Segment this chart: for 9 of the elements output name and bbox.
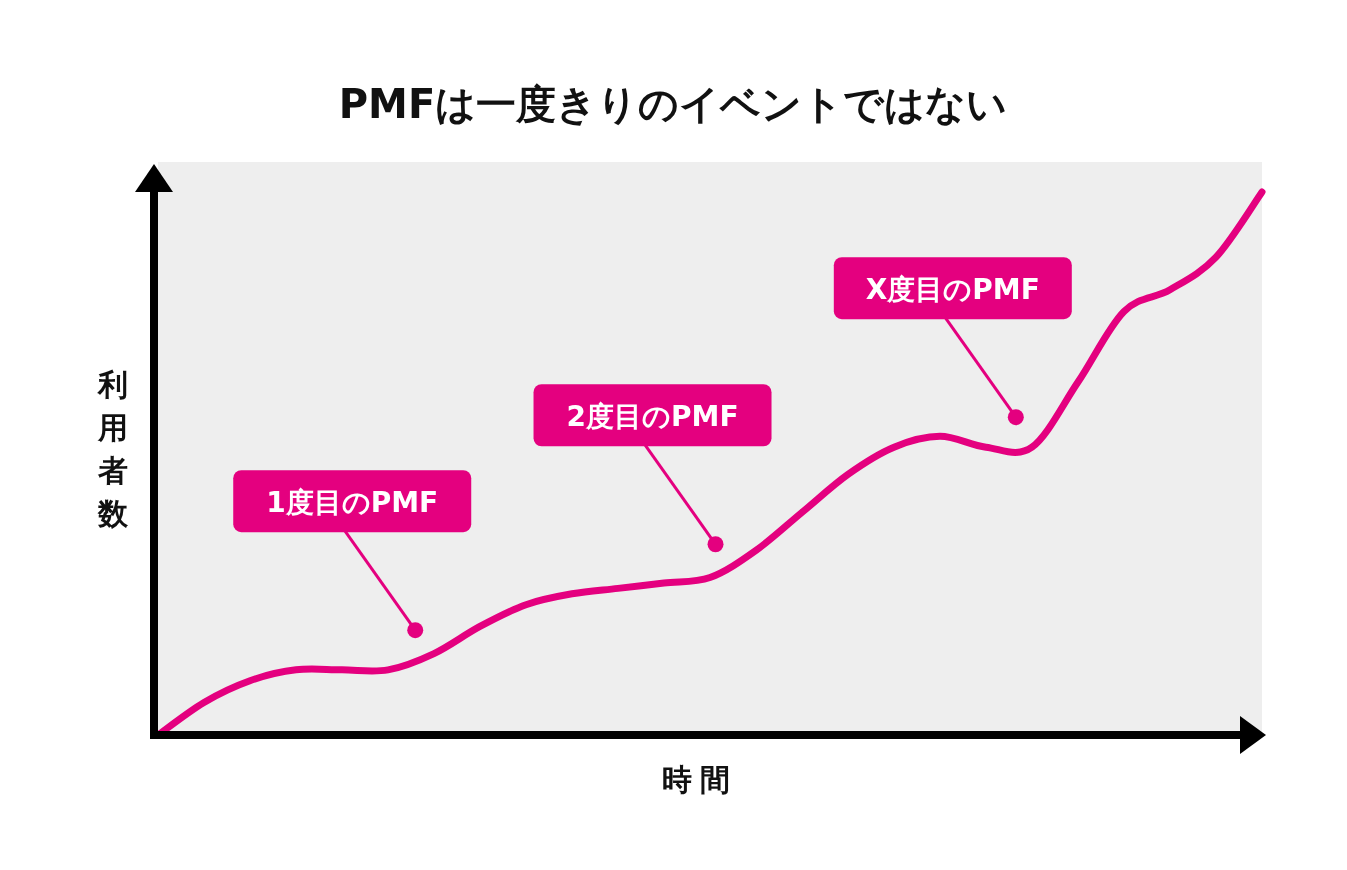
chart-title: PMFは一度きりのイベントではない (338, 81, 1008, 127)
callout: X度目のPMF (833, 257, 1072, 426)
annotation: 1度目のPMF (266, 486, 439, 520)
y-axis-title: 利用者数 (97, 367, 129, 531)
x-axis-title: 時間 (662, 762, 738, 797)
annotation: 2度目のPMF (566, 400, 739, 434)
callout: 2度目のPMF (533, 384, 772, 553)
annotation: X度目のPMF (865, 273, 1040, 307)
callout: 1度目のPMF (233, 470, 472, 639)
